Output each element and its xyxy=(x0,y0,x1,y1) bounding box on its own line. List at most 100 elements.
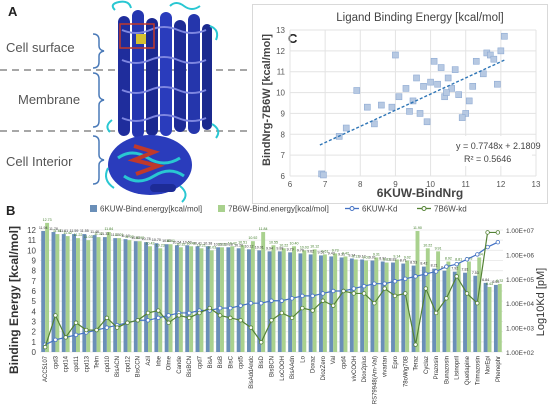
bar-6kuw xyxy=(72,234,77,352)
bar-6kuw-label: 10.78 xyxy=(142,237,151,241)
bar-7b6w-label: 10.32 xyxy=(176,242,185,246)
bar-7b6w-label: 9.02 xyxy=(404,256,411,260)
marker-kd-7b6w xyxy=(372,300,377,306)
bar-7b6w-label: 9.13 xyxy=(352,254,359,258)
marker-kd-6kuw xyxy=(53,337,58,342)
marker-kd-7b6w xyxy=(392,293,398,299)
bar-7b6w xyxy=(137,241,142,352)
legend-marker xyxy=(421,206,427,211)
bar-category-label: cpd3 xyxy=(53,355,59,369)
bar-category-label: Quetiapine xyxy=(465,355,471,385)
bar-6kuw-label: 9.94 xyxy=(266,246,273,250)
brace-cell-interior xyxy=(92,135,105,185)
bar-category-label: vivartan xyxy=(383,356,389,377)
marker-kd-7b6w xyxy=(63,335,68,340)
legend-swatch xyxy=(90,205,97,212)
bar-6kuw xyxy=(421,266,426,352)
bar-category-label: cpd13 xyxy=(84,355,90,372)
bar-7b6w-label: 9.91 xyxy=(435,246,442,250)
scatter-ytick: 8 xyxy=(281,130,286,139)
marker-kd-6kuw xyxy=(464,257,470,262)
bar-ytick: 5 xyxy=(32,297,37,306)
bar-7b6w xyxy=(271,245,276,352)
bar-y2label: Log10Kd [pM] xyxy=(535,268,547,337)
bar-6kuw xyxy=(483,282,488,352)
bar-category-label: BisBCN xyxy=(270,356,276,377)
bar-6kuw-label: 10.28 xyxy=(224,242,233,246)
bar-ytick: 7 xyxy=(32,277,37,286)
trendline-r2: R² = 0.5646 xyxy=(464,154,511,164)
scatter-chart: C Ligand Binding Energy [kcal/mol] 6KUW-… xyxy=(252,4,548,204)
bar-7b6w-label: 11.22 xyxy=(74,233,83,237)
marker-kd-7b6w xyxy=(94,327,99,333)
bar-6kuw xyxy=(360,259,365,352)
bar-7b6w-label: 10.61 xyxy=(166,239,175,243)
bar-7b6w-label: 11.84 xyxy=(259,227,268,231)
marker-kd-7b6w xyxy=(423,286,429,291)
bar-7b6w xyxy=(477,257,482,352)
scatter-point xyxy=(434,80,441,88)
marker-kd-7b6w xyxy=(217,313,223,318)
bar-6kuw-label: 11.55 xyxy=(80,229,89,233)
membrane-label: Membrane xyxy=(18,92,81,107)
bar-6kuw xyxy=(144,242,149,352)
marker-kd-6kuw xyxy=(475,252,480,257)
bar-6kuw xyxy=(432,268,437,352)
marker-kd-6kuw xyxy=(444,264,449,269)
bar-6kuw xyxy=(154,243,159,352)
scatter-point xyxy=(416,110,424,117)
marker-kd-6kuw xyxy=(269,298,274,303)
scatter-xtick: 7 xyxy=(323,180,328,189)
marker-kd-7b6w xyxy=(289,315,295,321)
bar-6kuw xyxy=(195,246,200,352)
marker-kd-7b6w xyxy=(433,310,439,316)
bar-6kuw xyxy=(308,254,313,352)
bar-6kuw xyxy=(226,247,231,352)
bar-7b6w xyxy=(127,240,132,352)
bar-6kuw xyxy=(411,265,416,352)
bar-6kuw-label: 10.63 xyxy=(162,239,171,243)
panel-b-letter: B xyxy=(6,203,15,218)
scatter-ytick: 12 xyxy=(276,47,285,56)
scatter-point xyxy=(455,91,462,98)
bar-7b6w xyxy=(364,260,369,352)
bar-6kuw xyxy=(257,250,262,352)
marker-kd-7b6w xyxy=(279,310,284,316)
bar-6kuw-label: 9.12 xyxy=(359,254,366,258)
bar-6kuw xyxy=(319,255,323,352)
bar-7b6w xyxy=(384,262,389,352)
bar-7b6w-label: 10.23 xyxy=(156,243,165,247)
bar-7b6w xyxy=(415,231,420,352)
marker-kd-7b6w xyxy=(310,308,315,313)
marker-kd-7b6w xyxy=(444,296,449,301)
bar-category-label: Azil xyxy=(146,356,152,366)
bar-7b6w-label: 11.02 xyxy=(125,235,134,239)
marker-kd-6kuw xyxy=(145,318,151,323)
bar-6kuw xyxy=(61,234,66,352)
bar-6kuw-label: 10.38 xyxy=(203,241,212,245)
intracellular-domain xyxy=(105,135,192,203)
bar-6kuw xyxy=(92,235,97,352)
marker-kd-6kuw xyxy=(495,240,501,245)
marker-kd-7b6w xyxy=(259,340,264,345)
bar-7b6w-label: 11.21 xyxy=(115,233,124,237)
bar-7b6w-label: 9.73 xyxy=(332,248,339,252)
bar-category-label: BisACN xyxy=(115,356,121,377)
bar-category-label: LoCOOH xyxy=(280,356,286,381)
scatter-xtick: 6 xyxy=(288,180,293,189)
scatter-ytick: 7 xyxy=(281,151,286,160)
bar-7b6w-label: 10.03 xyxy=(300,245,309,249)
bar-6kuw xyxy=(493,284,498,352)
bar-7b6w xyxy=(189,246,194,352)
bar-7b6w-label: 11.61 xyxy=(53,229,62,233)
bar-7b6w-label: 10.12 xyxy=(310,244,319,248)
bar-6kuw-label: 10.33 xyxy=(214,242,223,246)
bar-category-label: BisBCN xyxy=(187,356,193,377)
bar-6kuw-label: 6.84 xyxy=(482,278,489,282)
marker-kd-6kuw xyxy=(423,271,429,277)
bar-6kuw-label: 9.70 xyxy=(297,248,304,252)
bar-6kuw xyxy=(174,245,179,352)
bar-7b6w xyxy=(45,222,50,352)
bar-6kuw xyxy=(349,258,354,352)
bar-category-label: cpd14 xyxy=(64,355,70,372)
